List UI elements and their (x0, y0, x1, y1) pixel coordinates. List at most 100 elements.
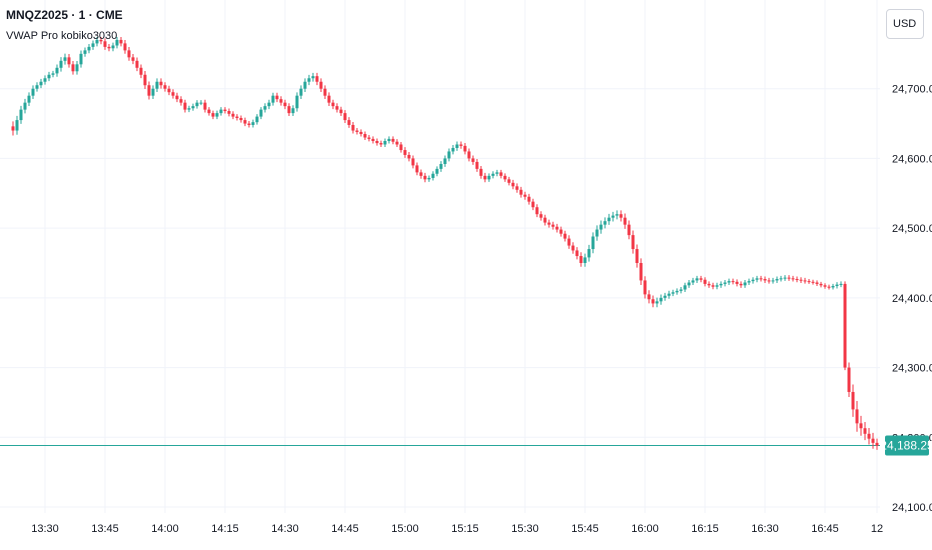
candle[interactable] (179, 96, 183, 106)
candle[interactable] (547, 219, 551, 228)
candle[interactable] (523, 191, 527, 200)
candle[interactable] (643, 276, 647, 299)
candle[interactable] (451, 145, 455, 155)
candle[interactable] (591, 232, 595, 254)
candle[interactable] (199, 100, 203, 106)
candle[interactable] (503, 173, 507, 182)
candle[interactable] (63, 53, 67, 65)
candle[interactable] (835, 282, 839, 289)
candle[interactable] (103, 38, 107, 50)
candle[interactable] (227, 108, 231, 117)
price-axis[interactable]: 24,100.0024,200.0024,300.0024,400.0024,5… (892, 84, 932, 514)
candle[interactable] (587, 244, 591, 262)
candle[interactable] (571, 242, 575, 254)
candle[interactable] (235, 114, 239, 121)
candle[interactable] (651, 295, 655, 308)
candle[interactable] (251, 119, 255, 128)
candle[interactable] (763, 276, 767, 283)
candle[interactable] (579, 252, 583, 267)
candle[interactable] (671, 289, 675, 297)
candle[interactable] (155, 78, 159, 93)
candle[interactable] (455, 141, 459, 151)
candle[interactable] (31, 85, 35, 100)
candle[interactable] (335, 103, 339, 113)
candle[interactable] (747, 278, 751, 286)
candle[interactable] (487, 173, 491, 182)
candle[interactable] (439, 161, 443, 172)
candle[interactable] (355, 128, 359, 135)
currency-button[interactable]: USD (886, 9, 924, 39)
candle[interactable] (111, 42, 115, 52)
candle[interactable] (411, 155, 415, 169)
candle[interactable] (87, 43, 91, 54)
time-axis[interactable]: 13:30 13:45 14:00 14:15 14:30 14:45 15:00 15:15… (31, 523, 883, 535)
candle[interactable] (91, 40, 95, 50)
candle[interactable] (711, 282, 715, 290)
candle[interactable] (163, 82, 167, 92)
candle[interactable] (263, 103, 267, 113)
candle[interactable] (743, 280, 747, 288)
candle[interactable] (323, 85, 327, 100)
candle[interactable] (159, 78, 163, 89)
candle[interactable] (459, 141, 463, 149)
candle[interactable] (739, 281, 743, 288)
candle[interactable] (611, 211, 615, 222)
candle[interactable] (247, 121, 251, 128)
candle[interactable] (595, 225, 599, 241)
candle[interactable] (443, 155, 447, 167)
candle[interactable] (515, 183, 519, 193)
candle[interactable] (167, 85, 171, 96)
candle[interactable] (863, 421, 867, 441)
candle[interactable] (539, 211, 543, 221)
candle[interactable] (11, 121, 15, 136)
candle[interactable] (687, 280, 691, 288)
candle[interactable] (15, 115, 19, 135)
candle[interactable] (79, 50, 83, 68)
candle[interactable] (847, 362, 851, 397)
candle[interactable] (307, 74, 311, 86)
candle[interactable] (563, 230, 567, 242)
candle[interactable] (875, 438, 879, 450)
candle[interactable] (555, 223, 559, 233)
candle[interactable] (719, 281, 723, 288)
candle[interactable] (83, 47, 87, 57)
candle[interactable] (667, 290, 671, 299)
candle[interactable] (379, 140, 383, 147)
candle[interactable] (827, 284, 831, 290)
candle[interactable] (819, 281, 823, 288)
candle[interactable] (351, 122, 355, 134)
candle[interactable] (427, 175, 431, 182)
candle[interactable] (123, 40, 127, 54)
candle[interactable] (71, 60, 75, 75)
candle[interactable] (755, 275, 759, 283)
candle[interactable] (771, 277, 775, 284)
candle[interactable] (35, 82, 39, 92)
candle[interactable] (775, 276, 779, 283)
candle[interactable] (407, 152, 411, 162)
candle[interactable] (675, 288, 679, 295)
candle[interactable] (27, 92, 31, 107)
candle[interactable] (527, 193, 531, 205)
candle[interactable] (783, 275, 787, 281)
candle[interactable] (75, 60, 79, 75)
candle[interactable] (343, 110, 347, 124)
candle[interactable] (607, 213, 611, 225)
candle[interactable] (815, 280, 819, 287)
candle[interactable] (623, 213, 627, 229)
candle[interactable] (695, 275, 699, 283)
candle[interactable] (867, 427, 871, 445)
candle[interactable] (183, 99, 187, 113)
candle[interactable] (615, 210, 619, 220)
candle[interactable] (415, 162, 419, 176)
candle[interactable] (231, 111, 235, 120)
candle[interactable] (203, 99, 207, 113)
candle[interactable] (95, 36, 99, 47)
candle[interactable] (791, 275, 795, 282)
candle[interactable] (275, 92, 279, 103)
candle[interactable] (463, 142, 467, 155)
candles[interactable] (11, 36, 879, 450)
candle[interactable] (423, 172, 427, 183)
candle[interactable] (211, 110, 215, 120)
candle[interactable] (447, 148, 451, 162)
